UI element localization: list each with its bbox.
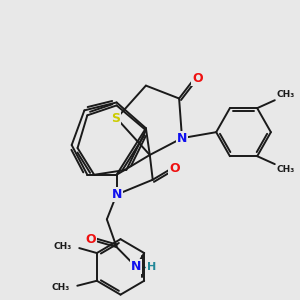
Text: H: H	[147, 262, 156, 272]
Text: S: S	[111, 112, 120, 125]
Text: CH₃: CH₃	[277, 165, 295, 174]
Text: O: O	[192, 72, 203, 85]
Text: N: N	[177, 132, 187, 145]
Text: O: O	[169, 162, 179, 175]
Text: N: N	[111, 188, 122, 201]
Text: N: N	[131, 260, 141, 273]
Text: O: O	[85, 233, 96, 246]
Text: CH₃: CH₃	[53, 242, 71, 250]
Text: CH₃: CH₃	[51, 283, 70, 292]
Text: CH₃: CH₃	[277, 90, 295, 99]
